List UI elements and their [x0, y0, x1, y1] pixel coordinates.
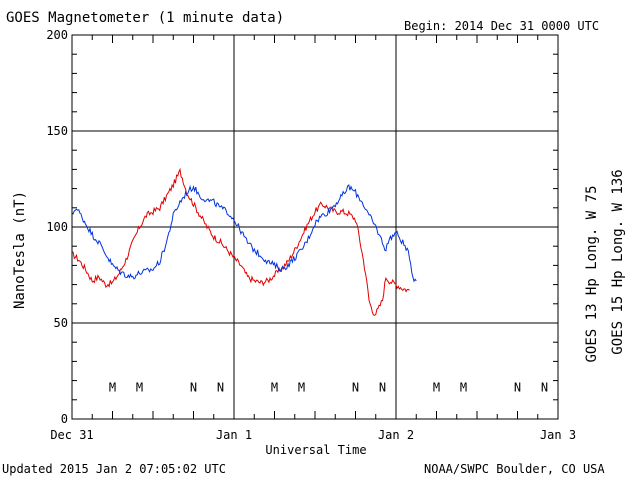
- event-marker-m: M: [433, 380, 440, 394]
- event-marker-m: M: [298, 380, 305, 394]
- credit: NOAA/SWPC Boulder, CO USA: [424, 462, 605, 476]
- chart-title: GOES Magnetometer (1 minute data): [6, 10, 284, 26]
- axis-ticks: 0 50 100 150 200 Dec 31 Jan 1 Jan 2 Jan 3: [46, 28, 576, 442]
- y-tick-label: 50: [54, 316, 68, 330]
- x-tick-label: Jan 3: [540, 428, 576, 442]
- y-tick-label: 0: [61, 412, 68, 426]
- x-tick-label: Jan 2: [378, 428, 414, 442]
- y-tick-label: 150: [46, 124, 68, 138]
- event-marker-n: N: [514, 380, 521, 394]
- x-axis-label: Universal Time: [265, 443, 366, 457]
- series-line-goes15: [71, 184, 417, 283]
- event-marker-n: N: [541, 380, 548, 394]
- x-tick-label: Dec 31: [50, 428, 93, 442]
- legend-goes15: GOES 15 Hp Long. W 136: [610, 169, 626, 354]
- x-tick-label: Jan 1: [216, 428, 252, 442]
- begin-time: Begin: 2014 Dec 31 0000 UTC: [404, 19, 599, 33]
- legend-goes13: GOES 13 Hp Long. W 75: [584, 185, 600, 362]
- event-marker-n: N: [379, 380, 386, 394]
- y-tick-label: 200: [46, 28, 68, 42]
- event-marker-m: M: [271, 380, 278, 394]
- event-marker-n: N: [217, 380, 224, 394]
- series-layer: [71, 167, 417, 316]
- series-line-goes13: [71, 167, 410, 316]
- grid: [71, 34, 559, 420]
- event-marker-m: M: [460, 380, 467, 394]
- plot-frame: [71, 34, 559, 420]
- event-marker-m: M: [109, 380, 116, 394]
- updated-time: Updated 2015 Jan 2 07:05:02 UTC: [2, 462, 226, 476]
- y-axis-label: NanoTesla (nT): [12, 191, 28, 309]
- event-marker-n: N: [190, 380, 197, 394]
- event-marker-m: M: [136, 380, 143, 394]
- event-marker-n: N: [352, 380, 359, 394]
- y-tick-label: 100: [46, 220, 68, 234]
